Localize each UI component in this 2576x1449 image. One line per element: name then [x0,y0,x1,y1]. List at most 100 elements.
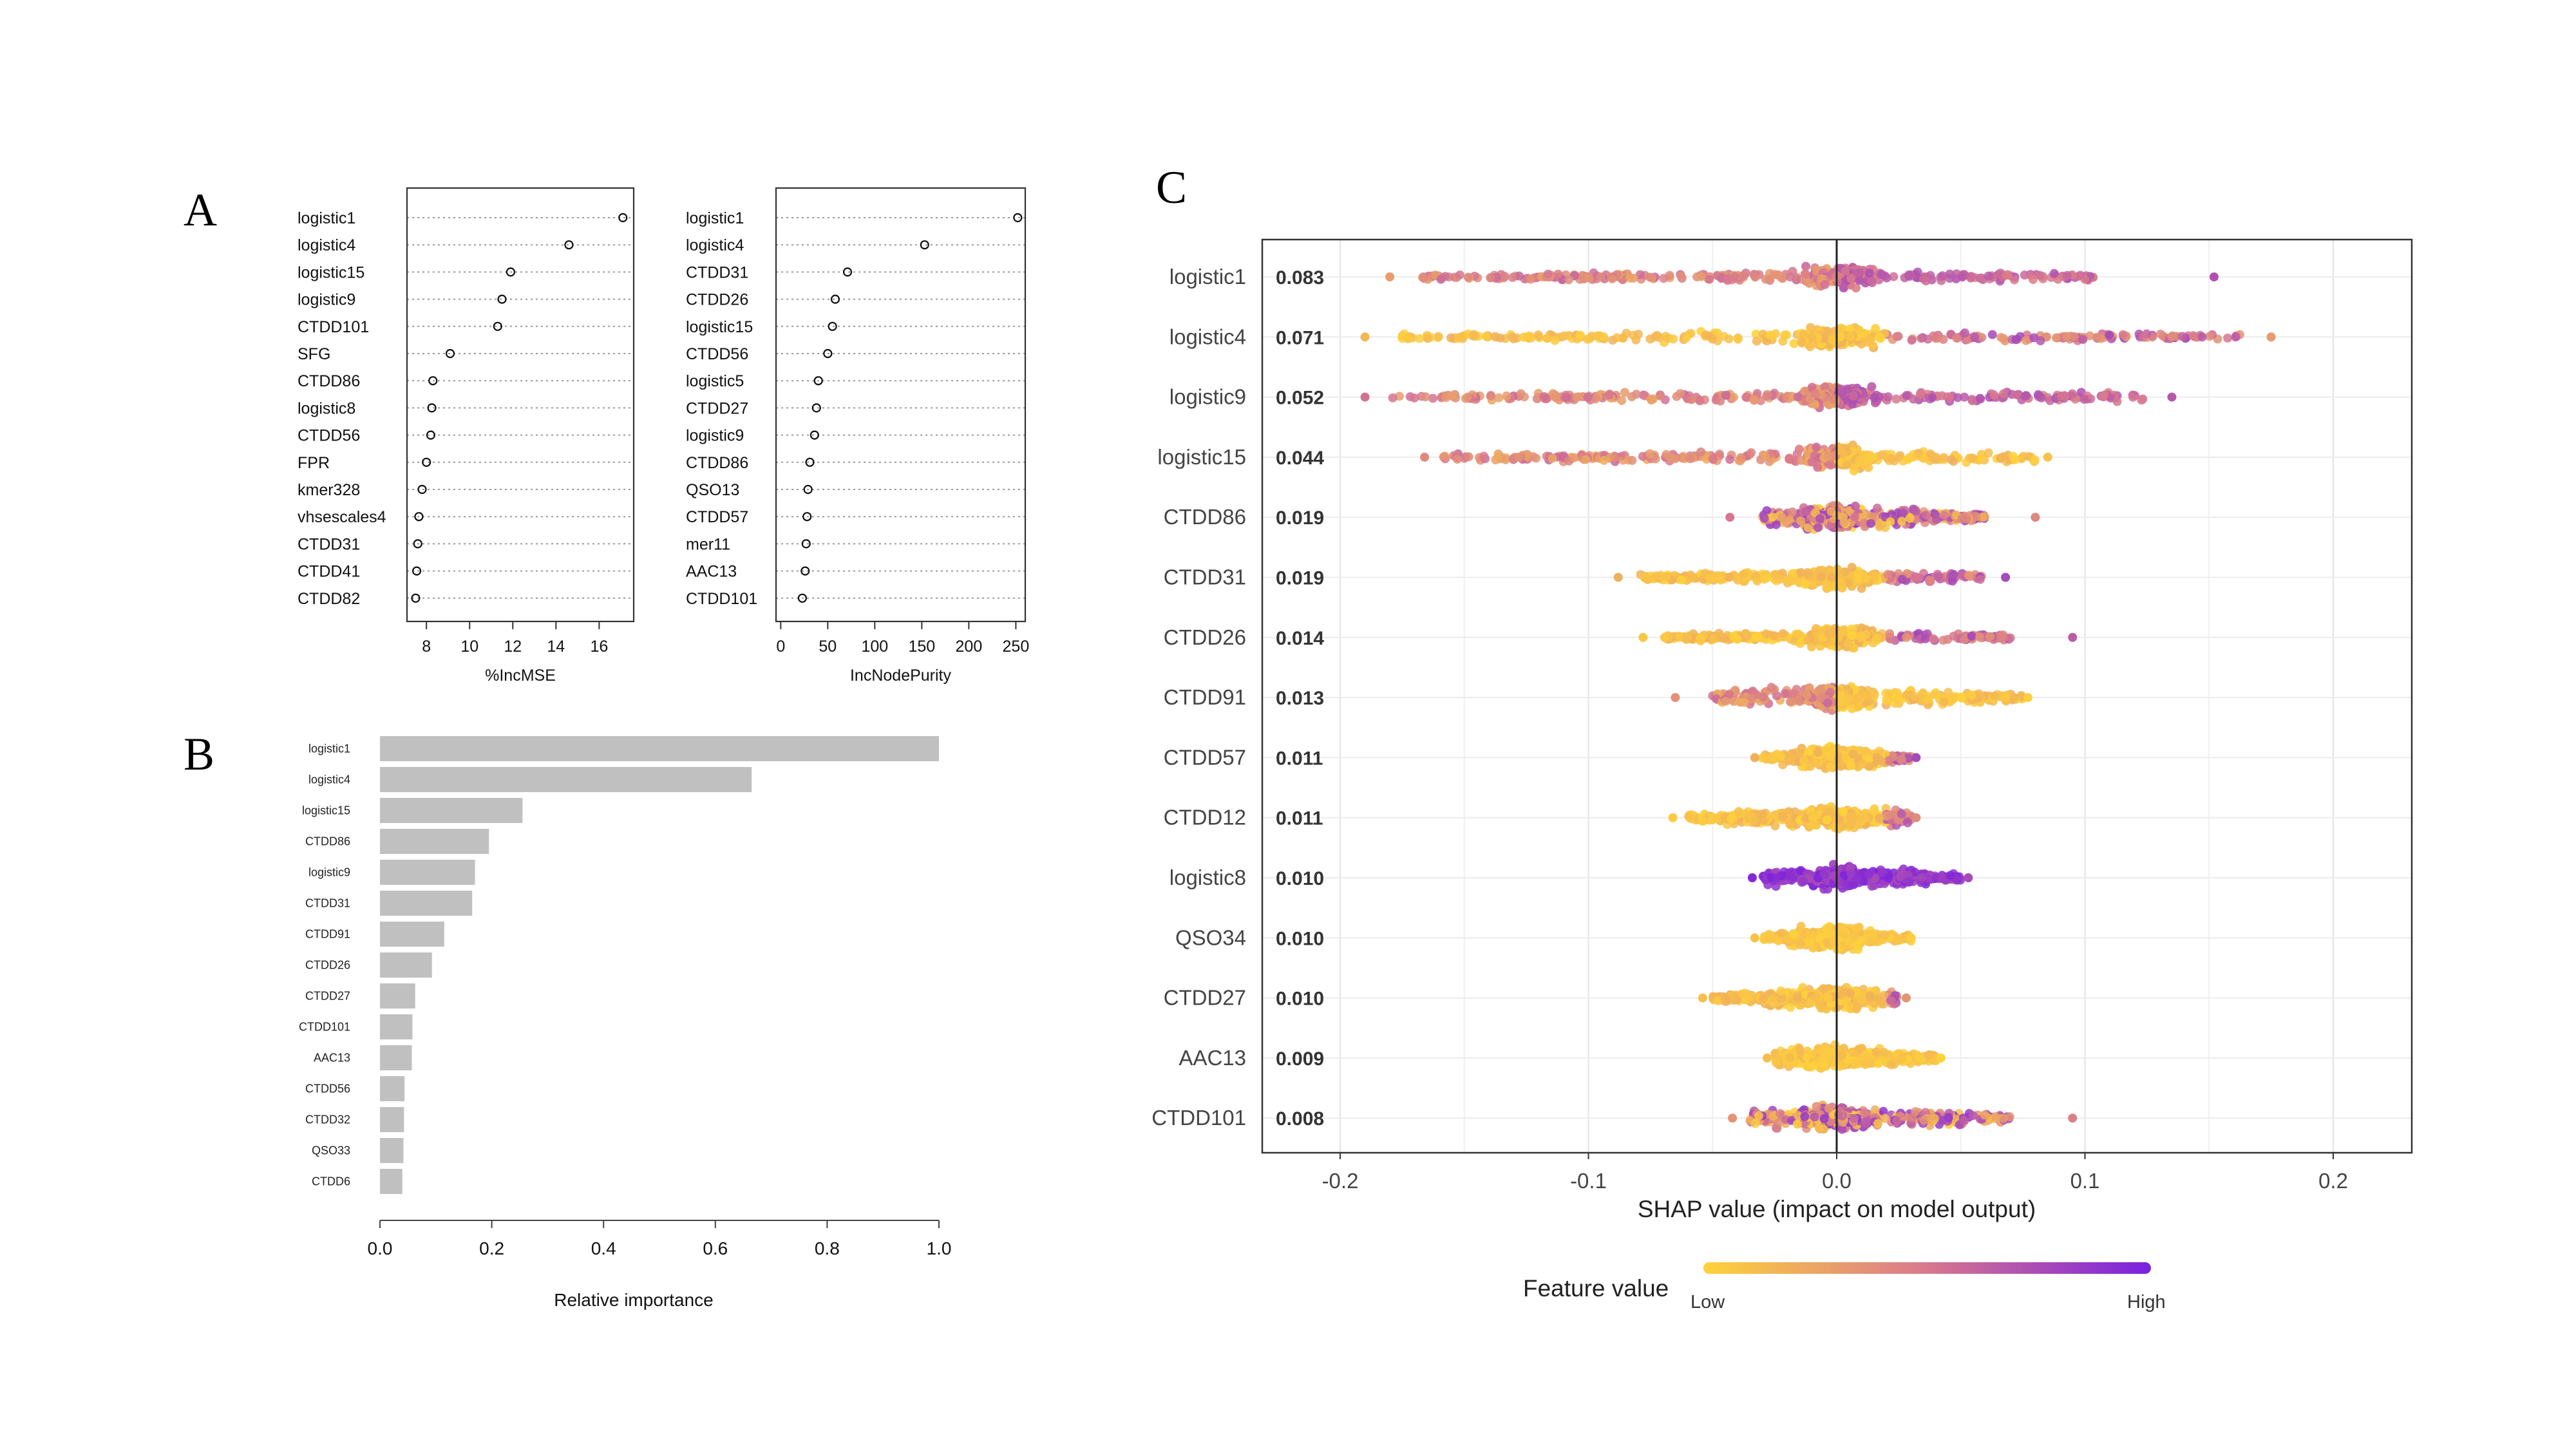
shap-point[interactable] [1917,334,1926,343]
shap-point[interactable] [1575,330,1585,340]
shap-point[interactable] [2023,693,2032,703]
shap-point[interactable] [1725,455,1735,464]
shap-point[interactable] [2155,329,2165,339]
shap-point[interactable] [1915,390,1925,399]
shap-point[interactable] [1721,696,1730,706]
shap-point[interactable] [1436,274,1446,284]
shap-point[interactable] [1747,873,1757,882]
shap-point[interactable] [1984,271,1993,281]
shap-point[interactable] [1677,575,1687,585]
shap-point[interactable] [1724,334,1734,344]
shap-point[interactable] [1768,513,1777,522]
shap-point[interactable] [1785,819,1795,829]
shap-point[interactable] [1976,273,1986,283]
dotchart-point[interactable] [412,566,422,576]
shap-point[interactable] [1778,336,1788,346]
shap-point[interactable] [1921,511,1931,520]
shap-point[interactable] [1968,453,1978,463]
shap-point[interactable] [1708,334,1718,344]
shap-point[interactable] [2051,333,2061,343]
shap-point[interactable] [1696,272,1706,281]
shap-point[interactable] [1924,575,1934,585]
shap-point[interactable] [1661,332,1671,341]
shap-point[interactable] [1569,453,1579,462]
shap-point[interactable] [1864,869,1874,879]
shap-point[interactable] [1696,447,1706,457]
shap-point[interactable] [1949,569,1958,579]
shap-point[interactable] [1752,576,1762,586]
shap-point[interactable] [2118,330,2128,339]
shap-point[interactable] [1911,506,1921,516]
bar[interactable] [380,736,939,761]
shap-point[interactable] [1671,693,1680,703]
shap-point[interactable] [1953,393,1962,402]
shap-point[interactable] [2266,332,2276,342]
shap-point[interactable] [1929,634,1938,643]
shap-point[interactable] [1502,391,1511,401]
shap-point[interactable] [1733,334,1743,344]
shap-point[interactable] [1883,569,1893,579]
shap-point[interactable] [1884,756,1893,766]
shap-point[interactable] [1846,332,1855,341]
shap-point[interactable] [1884,873,1893,883]
bar[interactable] [380,952,432,978]
shap-point[interactable] [1929,331,1938,341]
shap-point[interactable] [1964,571,1974,580]
shap-point[interactable] [1687,572,1697,582]
shap-point[interactable] [1410,393,1419,402]
shap-point[interactable] [1904,876,1913,886]
shap-point[interactable] [1801,261,1810,271]
dotchart-point[interactable] [800,566,810,576]
shap-point[interactable] [1828,395,1838,404]
shap-point[interactable] [1921,276,1931,286]
shap-point[interactable] [2231,332,2240,342]
shap-point[interactable] [1742,393,1752,402]
shap-point[interactable] [1728,392,1738,402]
shap-point[interactable] [1807,457,1817,467]
shap-point[interactable] [1952,334,1962,343]
dotchart-point[interactable] [417,484,427,495]
shap-point[interactable] [2069,332,2079,341]
shap-point[interactable] [1596,272,1605,281]
shap-point[interactable] [1721,390,1730,400]
shap-point[interactable] [1676,271,1686,281]
shap-point[interactable] [1815,514,1825,524]
shap-point[interactable] [1893,688,1902,698]
shap-point[interactable] [1801,580,1810,589]
shap-point[interactable] [1865,336,1875,345]
shap-point[interactable] [1902,690,1911,700]
shap-point[interactable] [1855,276,1864,285]
shap-point[interactable] [1617,395,1627,405]
shap-point[interactable] [1867,382,1877,392]
shap-point[interactable] [1770,270,1779,279]
shap-point[interactable] [1824,749,1834,759]
shap-point[interactable] [1848,392,1858,401]
shap-point[interactable] [1448,390,1458,400]
shap-point[interactable] [1864,762,1873,772]
shap-point[interactable] [1846,273,1856,283]
shap-point[interactable] [2011,455,2020,464]
shap-point[interactable] [1946,871,1955,880]
shap-point[interactable] [1620,388,1629,397]
shap-point[interactable] [1847,630,1857,640]
shap-point[interactable] [1613,573,1623,582]
shap-point[interactable] [1463,392,1472,402]
shap-point[interactable] [1625,273,1635,283]
shap-point[interactable] [1830,822,1840,831]
shap-point[interactable] [1564,275,1574,285]
shap-point[interactable] [1788,689,1798,699]
shap-point[interactable] [1696,636,1705,646]
shap-point[interactable] [1769,631,1779,641]
shap-point[interactable] [1519,332,1528,342]
dotchart-point[interactable] [411,593,421,603]
bar[interactable] [380,798,523,823]
shap-point[interactable] [1653,330,1662,340]
bar[interactable] [380,922,444,947]
shap-point[interactable] [1802,690,1812,700]
shap-point[interactable] [1911,813,1921,822]
dotchart-point[interactable] [618,213,628,223]
shap-point[interactable] [1903,455,1913,464]
shap-point[interactable] [1562,393,1571,402]
shap-point[interactable] [1823,327,1832,336]
shap-point[interactable] [1777,513,1787,522]
